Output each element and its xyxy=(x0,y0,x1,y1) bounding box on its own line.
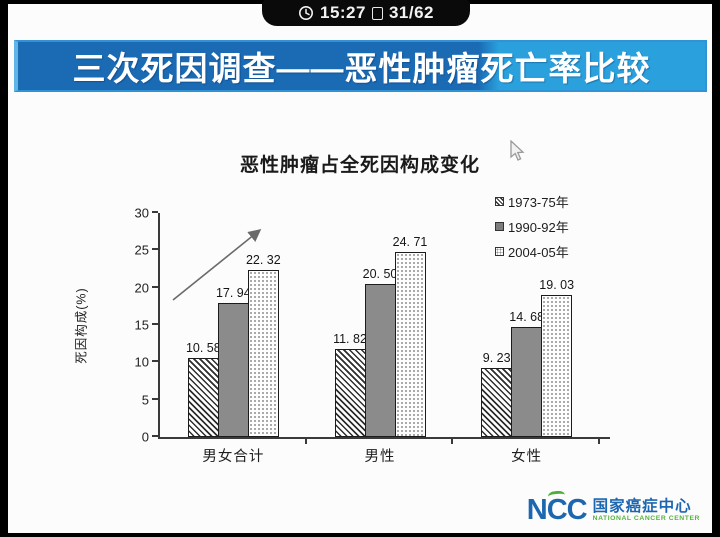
presentation-slide: 三次死因调查——恶性肿瘤死亡率比较 恶性肿瘤占全死因构成变化 0 5 10 15 20 2… xyxy=(8,4,712,533)
bar-wrap: 11. 82 xyxy=(333,332,367,437)
bar-solid-gray xyxy=(217,303,249,437)
bar-group: 10. 58 17. 94 22. 32 xyxy=(160,253,307,437)
legend-label: 1990-92年 xyxy=(508,220,569,235)
bar-dot-grid xyxy=(247,270,279,437)
x-category-label: 女性 xyxy=(511,449,543,465)
bar-wrap: 17. 94 xyxy=(216,286,251,437)
bar-value-label: 10. 58 xyxy=(185,341,221,355)
bar-wrap: 19. 03 xyxy=(539,278,574,437)
y-tick-label: 25 xyxy=(134,242,149,258)
ncc-logo-name-cn: 国家癌症中心 xyxy=(592,498,692,516)
legend-label: 2004-05年 xyxy=(508,245,569,260)
x-tick-mark xyxy=(305,439,307,444)
bar-value-label: 24. 71 xyxy=(392,235,428,249)
bar-dot-grid xyxy=(394,252,426,437)
ncc-logo: NCC 国家癌症中心 NATIONAL CANCER CENTER xyxy=(527,490,700,525)
bar-diagonal-hatch xyxy=(187,358,219,437)
bar-chart-plot-area: 0 5 10 15 20 25 30 10. 58 17. 94 22. 32 11. 82 20. … xyxy=(135,206,610,445)
legend-label: 1973-75年 xyxy=(508,195,569,210)
bar-value-label: 9. 23 xyxy=(482,351,511,365)
ncc-logo-abbr: NCC xyxy=(527,490,588,525)
bar-value-label: 17. 94 xyxy=(215,286,251,300)
page-icon xyxy=(371,6,383,20)
bar-wrap: 20. 50 xyxy=(363,267,397,437)
legend-item: 2004-05年 xyxy=(495,242,569,261)
ncc-logo-name-en: NATIONAL CANCER CENTER xyxy=(592,515,700,523)
bar-diagonal-hatch xyxy=(481,368,513,437)
legend-swatch-diagonal-hatch xyxy=(495,197,504,206)
x-category-label: 男性 xyxy=(364,449,396,465)
bar-value-label: 19. 03 xyxy=(539,278,575,292)
bar-value-label: 20. 50 xyxy=(362,267,398,281)
y-tick-mark xyxy=(152,211,158,213)
bar-wrap: 10. 58 xyxy=(186,341,221,437)
bar-wrap: 22. 32 xyxy=(246,253,281,437)
chart-title: 恶性肿瘤占全死因构成变化 xyxy=(239,155,480,176)
bar-diagonal-hatch xyxy=(334,349,366,437)
bar-value-label: 11. 82 xyxy=(333,332,367,346)
player-time: 15:27 xyxy=(319,3,366,22)
y-tick-mark xyxy=(152,360,158,362)
y-tick-label: 10 xyxy=(134,354,149,370)
bar-wrap: 9. 23 xyxy=(481,351,513,437)
bar-dot-grid xyxy=(541,295,573,437)
y-tick-label: 0 xyxy=(141,429,149,445)
bar-value-label: 14. 68 xyxy=(509,310,545,324)
x-category-label: 男女合计 xyxy=(202,449,265,465)
player-overlay-pill[interactable]: 15:27 31/62 xyxy=(262,0,470,26)
y-tick-mark xyxy=(152,435,158,437)
x-tick-mark xyxy=(451,439,453,444)
y-tick-mark xyxy=(152,286,158,288)
bar-groups: 10. 58 17. 94 22. 32 11. 82 20. 50 24. 71 9. 2… xyxy=(160,213,600,437)
y-tick-mark xyxy=(152,323,158,325)
chart-legend: 1973-75年 1990-92年 2004-05年 xyxy=(495,192,569,261)
y-tick-label: 5 xyxy=(141,392,149,408)
y-tick-mark xyxy=(152,398,158,400)
y-tick-label: 15 xyxy=(134,317,149,333)
bar-solid-gray xyxy=(511,327,543,437)
bar-value-label: 22. 32 xyxy=(245,253,281,267)
x-axis-category-labels: 男女合计 男性 女性 xyxy=(160,445,600,466)
clock-icon xyxy=(298,6,313,20)
bar-group: 11. 82 20. 50 24. 71 xyxy=(307,235,454,437)
slide-title: 三次死因调查——恶性肿瘤死亡率比较 xyxy=(72,50,651,87)
legend-swatch-dot-grid xyxy=(495,247,504,256)
legend-item: 1973-75年 xyxy=(495,192,569,211)
bar-group: 9. 23 14. 68 19. 03 xyxy=(453,278,600,437)
y-tick-label: 30 xyxy=(134,205,149,221)
y-axis-line xyxy=(158,213,160,437)
x-tick-mark xyxy=(598,439,600,444)
legend-swatch-solid-gray xyxy=(495,222,504,231)
y-tick-label: 20 xyxy=(134,280,149,296)
bar-wrap: 14. 68 xyxy=(509,310,544,437)
player-page-indicator: 31/62 xyxy=(388,3,435,22)
y-tick-mark xyxy=(152,248,158,250)
x-axis-line xyxy=(158,437,610,439)
legend-item: 1990-92年 xyxy=(495,217,569,236)
slide-title-banner: 三次死因调查——恶性肿瘤死亡率比较 xyxy=(14,40,707,92)
bar-wrap: 24. 71 xyxy=(393,235,427,437)
bar-solid-gray xyxy=(364,284,396,437)
